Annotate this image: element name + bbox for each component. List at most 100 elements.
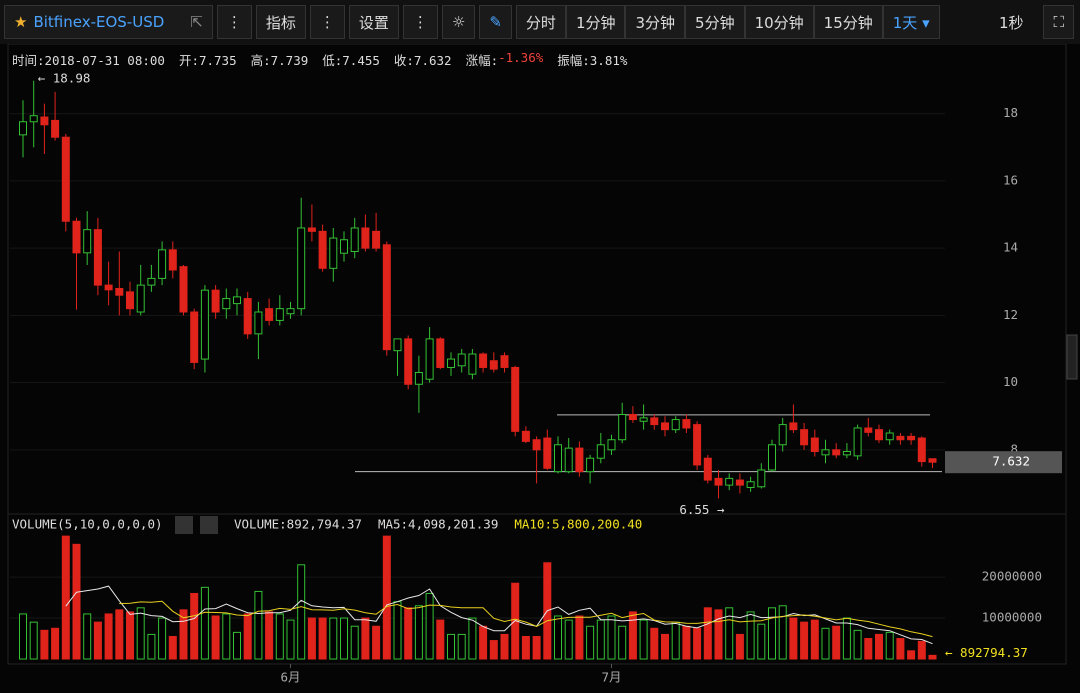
candle-body [896,435,905,441]
candle-body [639,417,648,422]
volume-bar [83,613,92,660]
star-icon: ★ [14,13,28,31]
menu-button[interactable]: ⋮ [402,5,438,39]
volume-bar [703,607,712,660]
volume-bar [425,592,434,660]
settings-button[interactable]: 设置 [348,5,399,39]
candle-body [714,477,723,486]
candle-body [575,447,584,473]
volume-bar [810,619,819,660]
volume-bar [554,615,562,660]
candle-body [436,338,445,368]
volume-bar [757,623,766,660]
period-button[interactable]: 1天 ▾ [882,5,940,39]
candle-body [457,353,466,367]
volume-bar [714,609,723,660]
candle-body [307,227,316,232]
last-price-box [945,451,1062,474]
period-button[interactable]: 10分钟 [744,5,814,39]
volume-bar [40,629,49,660]
ma10-line [119,600,933,638]
period-group: 分时 1分钟 3分钟 5分钟 10分钟 15分钟 1天 ▾ [515,5,940,39]
volume-bar [650,627,659,660]
volume-bar [468,617,477,660]
menu-button[interactable]: ⋮ [216,5,252,39]
period-button[interactable]: 分时 [515,5,566,39]
info-item: 振幅:3.81% [557,53,628,68]
volume-bar [297,564,306,660]
volume-bar [564,619,573,660]
info-item: 收:7.632 [393,53,452,68]
candle-body [29,115,38,123]
candle-body [607,439,616,451]
candle-body [222,298,231,310]
volume-bar [596,619,605,660]
volume-bar [404,607,413,660]
candle-body [318,230,327,269]
candle-body [778,424,787,446]
period-button[interactable]: 3分钟 [625,5,686,39]
y-tick-label: 18 [1003,105,1018,120]
candle-body [489,360,498,370]
candle-body [928,458,937,463]
last-volume-label: ← 892794.37 [945,645,1028,660]
candle-body [51,119,60,138]
symbol-button[interactable]: ★ Bitfinex-EOS-USD ⇱ [4,5,213,39]
candle-body [618,414,627,441]
period-button[interactable]: 15分钟 [813,5,883,39]
volume-bar [907,650,916,660]
draw-button[interactable]: ✎ [479,5,512,39]
volume-bar [93,621,102,660]
candle-body [500,355,509,368]
candle-body [875,429,883,441]
candle-body [468,353,477,375]
y-tick-label: 16 [1003,172,1018,187]
candle-body [746,481,755,488]
candle-body [768,444,776,471]
y-tick-label: 12 [1003,307,1018,322]
close-icon [200,516,218,534]
last-price-label: 7.632 [992,454,1030,469]
candle-body [168,249,177,271]
candle-body [821,449,830,456]
menu-button[interactable]: ⋮ [309,5,345,39]
candle-body [93,229,102,286]
volume-bar [233,631,241,660]
candle-body [917,437,926,463]
volume-bar [661,633,669,660]
candle-body [810,437,819,452]
candle-body [115,287,124,296]
period-button[interactable]: 5分钟 [685,5,745,39]
candle-body [853,427,862,457]
candle-body [842,450,851,456]
candle-body [350,227,359,253]
volume-bar [318,617,327,660]
period-button[interactable]: 1分钟 [565,5,626,39]
candle-body [671,419,680,431]
ma5-line [65,585,933,645]
candle-body [789,422,798,431]
candle-body [190,311,199,363]
candle-body [661,422,669,431]
theme-button[interactable]: ☼ [441,5,476,39]
candle-body [393,338,402,352]
volume-bar [372,625,381,660]
candle-body [650,417,659,426]
candle-body [414,372,423,385]
volume-bar [885,631,894,660]
candle-body [211,289,220,313]
annotation: ← 18.98 [38,70,91,85]
volume-bar [211,615,220,660]
volume-bar [147,633,156,660]
indicator-button[interactable]: 指标 [255,5,306,39]
x-tick-label: 7月 [601,670,621,685]
candle-body [40,116,49,126]
candle-body [83,229,92,254]
volume-bar [789,617,798,660]
popout-icon: ⇱ [190,13,203,31]
candle-body [126,291,134,310]
candle-body [340,239,348,254]
fullscreen-button[interactable]: ⛶ [1043,5,1074,39]
y-tick-label: 20000000 [982,569,1042,584]
